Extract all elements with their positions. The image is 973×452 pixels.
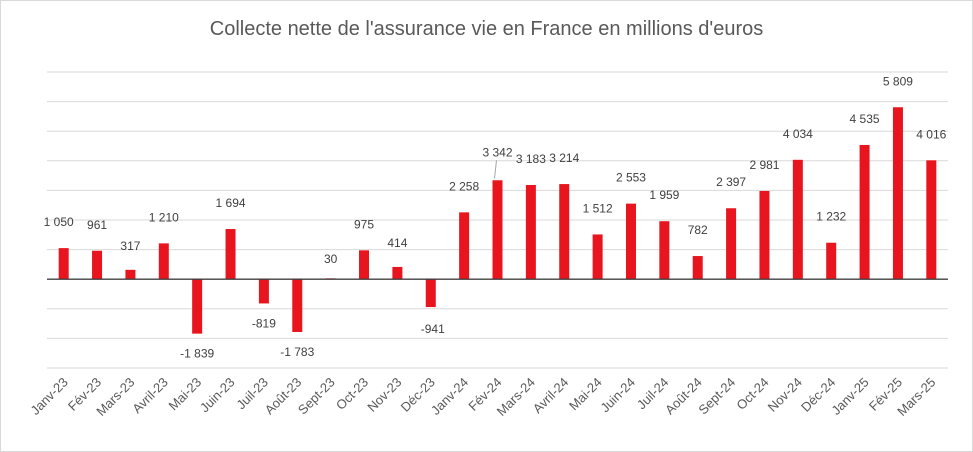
bar	[225, 229, 236, 280]
bar	[192, 279, 203, 334]
data-label: 961	[87, 218, 107, 232]
x-tick-label: Oct-23	[333, 375, 371, 413]
data-label: 5 809	[883, 74, 913, 88]
bar	[659, 221, 670, 280]
bar	[559, 184, 570, 280]
data-label: 1 232	[816, 210, 846, 224]
data-label: 2 553	[616, 171, 646, 185]
bar	[58, 248, 69, 280]
bar	[692, 256, 703, 280]
data-label: 30	[324, 252, 338, 266]
x-tick-label: Juin-23	[197, 375, 238, 416]
data-label: 1 050	[44, 215, 74, 229]
data-label: 3 214	[549, 151, 579, 165]
data-label: 317	[120, 239, 140, 253]
data-label: 1 959	[649, 188, 679, 202]
data-label: -1 783	[280, 345, 314, 359]
x-tick-label: Oct-24	[733, 375, 771, 413]
bar	[759, 190, 770, 280]
data-label: 3 183	[516, 152, 546, 166]
x-tick-label: Nov-23	[364, 375, 404, 415]
x-tick-label: Janv-24	[428, 375, 471, 418]
data-label: 1 210	[149, 210, 179, 224]
bar	[158, 243, 169, 280]
bar	[425, 279, 436, 308]
bar	[726, 208, 737, 280]
data-label: 2 397	[716, 175, 746, 189]
data-label: 414	[387, 236, 407, 250]
data-label: 1 694	[216, 196, 246, 210]
data-labels: 1 050 961 317 1 210 -1 839 1 694 -819 -1 783 30 9…	[44, 74, 947, 360]
data-label: 1 512	[583, 201, 613, 215]
bar	[459, 212, 470, 280]
x-tick-label: Janv-25	[828, 375, 871, 418]
bar	[892, 107, 903, 280]
x-tick-label: Avril-23	[129, 375, 171, 417]
leader-line	[494, 160, 497, 179]
x-tick-label: Sept-23	[295, 375, 338, 418]
x-tick-label: Sept-24	[695, 375, 738, 418]
bar	[258, 279, 269, 304]
data-label: 3 342	[482, 145, 512, 159]
x-tick-label: Nov-24	[765, 375, 805, 415]
data-label: -941	[421, 322, 445, 336]
bar	[359, 250, 370, 280]
chart-title: Collecte nette de l'assurance vie en Fra…	[209, 18, 764, 40]
bar	[292, 279, 303, 332]
bar	[525, 184, 536, 280]
x-tick-label: Avril-24	[530, 375, 572, 417]
x-tick-labels: Janv-23Fév-23Mars-23Avril-23Mai-23Juin-2…	[27, 375, 938, 419]
bar	[92, 250, 103, 280]
bar	[625, 203, 636, 280]
bar	[826, 242, 837, 280]
bar	[125, 269, 136, 280]
x-tick-label: Juin-24	[597, 375, 638, 416]
data-label: 782	[688, 223, 708, 237]
data-label: -819	[252, 316, 276, 330]
bar	[926, 160, 937, 280]
data-label: -1 839	[180, 347, 214, 361]
x-tick-label: Janv-23	[27, 375, 70, 418]
data-label: 4 034	[783, 127, 813, 141]
data-label: 2 258	[449, 179, 479, 193]
data-label: 975	[354, 217, 374, 231]
bar	[492, 180, 503, 280]
bars	[58, 107, 937, 334]
data-label: 4 016	[916, 127, 946, 141]
data-label: 2 981	[749, 158, 779, 172]
data-label: 4 535	[850, 112, 880, 126]
bar	[792, 159, 803, 280]
bar	[592, 234, 603, 280]
bar	[859, 144, 870, 280]
bar	[392, 266, 403, 280]
